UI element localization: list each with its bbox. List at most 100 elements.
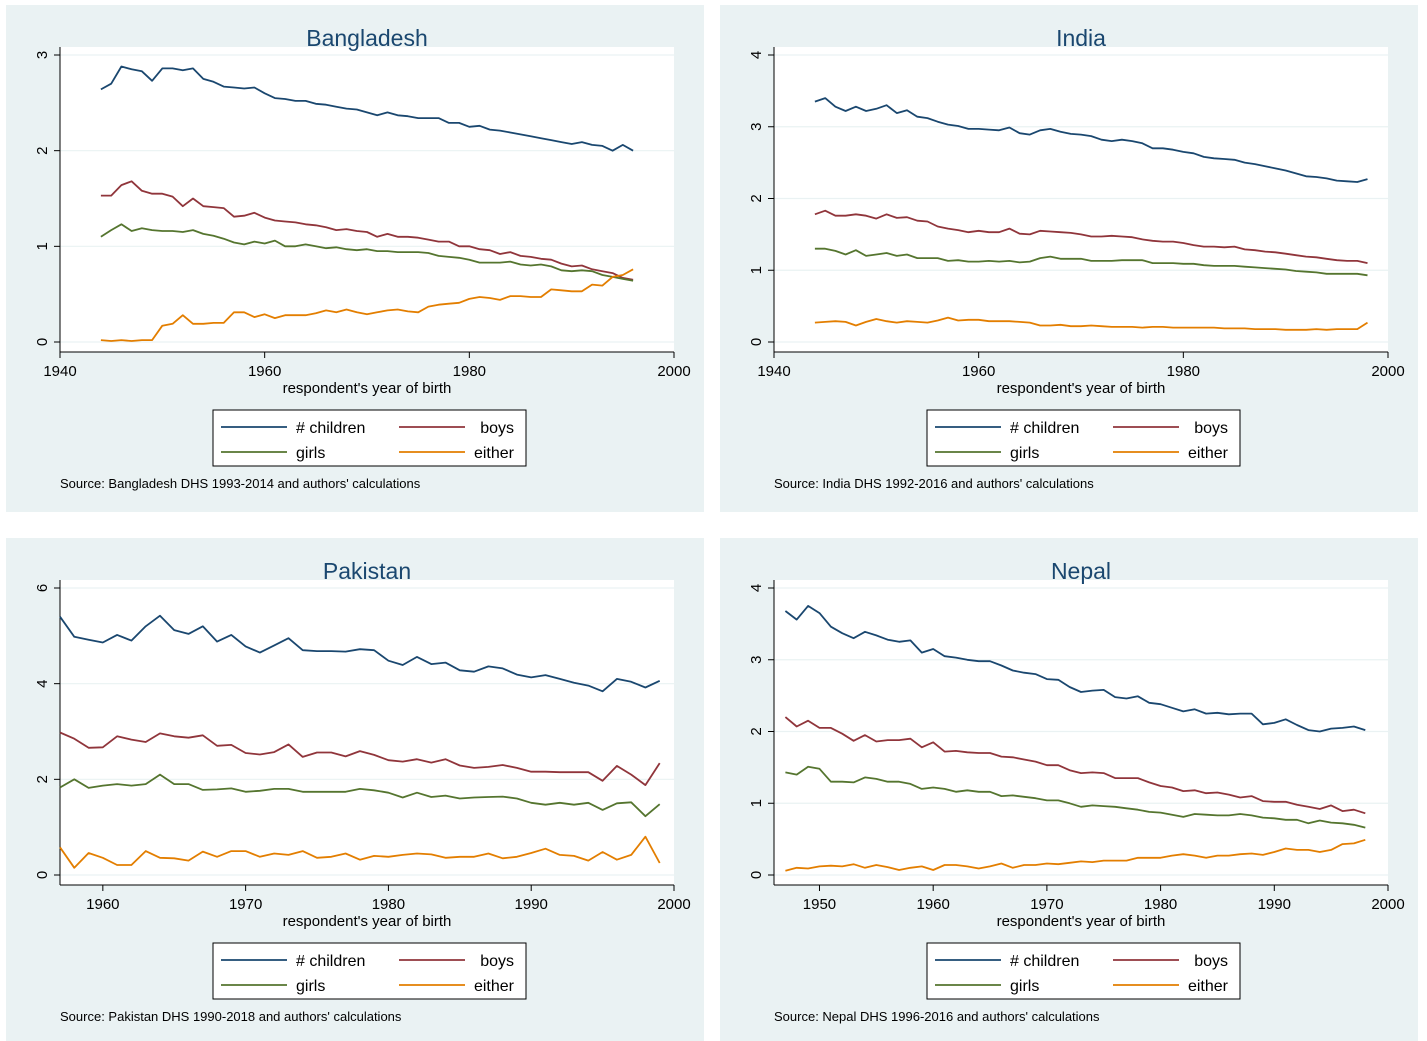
series-line-either <box>100 268 634 342</box>
chart-title: Pakistan <box>323 558 411 584</box>
series-line-girls <box>785 765 1366 829</box>
x-axis-label: respondent's year of birth <box>283 913 452 930</box>
y-tick-label: 3 <box>748 123 765 131</box>
chart-india: India 0 1 2 3 4 1940 1960 1980 2000 respondent's y… <box>748 25 1405 491</box>
series-line-boys <box>59 731 661 787</box>
y-tick-label: 2 <box>34 775 51 783</box>
y-tick-label: 4 <box>748 51 765 59</box>
series-line-boys <box>814 209 1368 264</box>
legend-label-girls: girls <box>1010 445 1039 462</box>
chart-bangladesh: Bangladesh 0 1 2 3 1940 1960 1980 2000 respondent… <box>34 25 691 491</box>
chart-panel-india: India 0 1 2 3 4 1940 1960 1980 2000 respondent's y… <box>720 5 1418 512</box>
legend-label-children: # children <box>296 420 365 437</box>
x-axis-label: respondent's year of birth <box>997 913 1166 930</box>
y-tick-label: 4 <box>34 679 51 687</box>
series-line-either <box>785 838 1366 872</box>
x-axis-label: respondent's year of birth <box>997 380 1166 397</box>
legend-label-either: either <box>474 445 515 462</box>
source-note: Source: Nepal DHS 1996-2016 and authors'… <box>774 1009 1100 1024</box>
chart-title: Bangladesh <box>306 25 428 51</box>
y-tick-label: 3 <box>34 51 51 59</box>
x-tick-label: 1980 <box>372 896 405 913</box>
y-tick-label: 0 <box>748 338 765 346</box>
y-tick-label: 4 <box>748 584 765 592</box>
plot-area <box>774 47 1388 352</box>
y-tick-label: 2 <box>748 194 765 202</box>
plot-area <box>60 47 674 352</box>
legend-box <box>212 942 527 1000</box>
chart-title: India <box>1056 25 1106 51</box>
legend-label-either: either <box>474 978 515 995</box>
source-note: Source: Bangladesh DHS 1993-2014 and aut… <box>60 476 421 491</box>
chart-pakistan: Pakistan 0 2 4 6 1960 1970 1980 1990 2000 responde… <box>34 558 691 1024</box>
series-line-children <box>59 614 661 693</box>
legend-box <box>212 409 527 467</box>
x-tick-label: 1960 <box>962 363 995 380</box>
x-axis-label: respondent's year of birth <box>283 380 452 397</box>
series-line-children <box>100 65 634 152</box>
chart-title: Nepal <box>1051 558 1111 584</box>
legend: # children boys girls either <box>926 409 1241 467</box>
chart-panel-pakistan: Pakistan 0 2 4 6 1960 1970 1980 1990 2000 responde… <box>6 538 704 1041</box>
plot-area <box>774 580 1388 885</box>
chart-panel-bangladesh: Bangladesh 0 1 2 3 1940 1960 1980 2000 respondent… <box>6 5 704 512</box>
series-line-boys <box>100 180 634 281</box>
y-tick-label: 0 <box>34 338 51 346</box>
x-tick-label: 2000 <box>657 363 690 380</box>
legend-label-boys: boys <box>480 420 514 437</box>
x-tick-label: 1960 <box>86 896 119 913</box>
x-tick-label: 1950 <box>803 896 836 913</box>
x-tick-label: 1970 <box>1030 896 1063 913</box>
x-tick-label: 1940 <box>757 363 790 380</box>
legend-label-girls: girls <box>296 445 325 462</box>
plot-area <box>60 580 674 885</box>
x-tick-label: 1960 <box>248 363 281 380</box>
legend-label-children: # children <box>296 953 365 970</box>
y-tick-label: 2 <box>34 146 51 154</box>
legend-label-either: either <box>1188 445 1229 462</box>
series-line-girls <box>100 223 634 282</box>
y-tick-label: 3 <box>748 656 765 664</box>
legend-label-children: # children <box>1010 420 1079 437</box>
x-tick-label: 1970 <box>229 896 262 913</box>
legend-box <box>926 942 1241 1000</box>
source-note: Source: India DHS 1992-2016 and authors'… <box>774 476 1094 491</box>
source-note: Source: Pakistan DHS 1990-2018 and autho… <box>60 1009 402 1024</box>
x-tick-label: 2000 <box>1371 363 1404 380</box>
legend-label-boys: boys <box>1194 953 1228 970</box>
series-line-children <box>784 605 1366 733</box>
y-tick-label: 6 <box>34 584 51 592</box>
series-line-girls <box>814 247 1368 277</box>
chart-panel-nepal: Nepal 0 1 2 3 4 1950 1960 1970 1980 1990 2000 respon… <box>720 538 1418 1041</box>
legend-label-girls: girls <box>1010 978 1039 995</box>
y-tick-label: 2 <box>748 727 765 735</box>
x-tick-label: 2000 <box>1371 896 1404 913</box>
x-tick-label: 1940 <box>43 363 76 380</box>
x-tick-label: 1980 <box>453 363 486 380</box>
legend-label-either: either <box>1188 978 1229 995</box>
series-line-girls <box>59 773 661 818</box>
x-tick-label: 1980 <box>1167 363 1200 380</box>
x-tick-label: 1960 <box>916 896 949 913</box>
series-line-children <box>814 97 1368 183</box>
legend-box <box>926 409 1241 467</box>
chart-nepal: Nepal 0 1 2 3 4 1950 1960 1970 1980 1990 2000 respon… <box>748 558 1405 1024</box>
legend-label-girls: girls <box>296 978 325 995</box>
legend-label-children: # children <box>1010 953 1079 970</box>
legend: # children boys girls either <box>212 942 527 1000</box>
series-line-either <box>814 316 1368 331</box>
x-tick-label: 2000 <box>657 896 690 913</box>
x-tick-label: 1990 <box>1258 896 1291 913</box>
y-tick-label: 1 <box>748 799 765 807</box>
y-tick-label: 0 <box>748 871 765 879</box>
y-tick-label: 1 <box>34 242 51 250</box>
x-tick-label: 1980 <box>1144 896 1177 913</box>
x-tick-label: 1990 <box>515 896 548 913</box>
legend-label-boys: boys <box>480 953 514 970</box>
y-tick-label: 1 <box>748 266 765 274</box>
y-tick-label: 0 <box>34 871 51 879</box>
legend-label-boys: boys <box>1194 420 1228 437</box>
legend: # children boys girls either <box>212 409 527 467</box>
series-line-either <box>59 835 661 869</box>
legend: # children boys girls either <box>926 942 1241 1000</box>
